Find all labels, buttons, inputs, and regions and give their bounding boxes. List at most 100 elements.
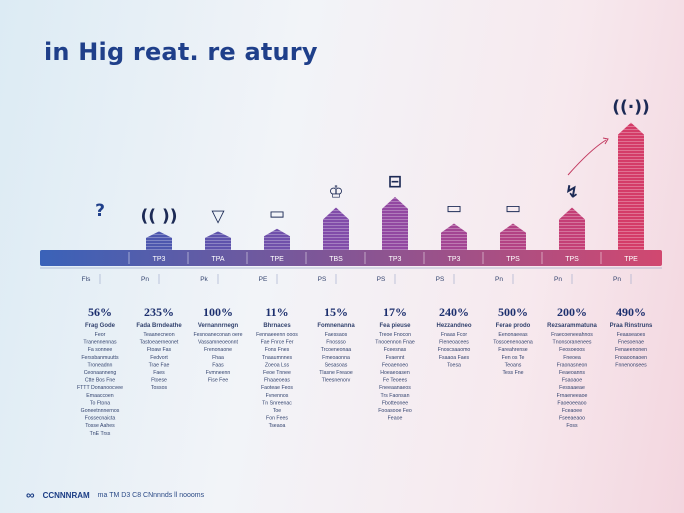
footer: ∞ CCNNNRAM ma TM D3 C8 CNnnnds ll noooms [26, 488, 204, 502]
description-line: Fe Teoees [383, 378, 408, 384]
category-icon: ♔ [328, 183, 343, 203]
description-line: Fnoscsaaomo [438, 347, 471, 353]
description-line: Ctte Bos Fne [85, 378, 115, 384]
description-line: Feaeoanns [559, 370, 585, 376]
description-line: Fraecoeneeahnos [551, 332, 593, 338]
column-heading: Vernannrnegn [198, 323, 239, 329]
description-line: Tranennennas [83, 340, 117, 346]
description-line: TnE Trss [90, 431, 111, 437]
description-line: Fhaaeoeas [264, 378, 290, 384]
tick-label: PE [259, 276, 268, 283]
column-heading: Frag Gode [85, 323, 116, 329]
description-line: Fnnenonsees [615, 362, 647, 368]
bar-stripes [441, 223, 467, 250]
description-line: Fvnennos [266, 393, 289, 399]
description-line: Trae Fae [149, 362, 170, 368]
description-line: Tossos [151, 385, 168, 391]
description-line: Treoe Fnocon [379, 332, 411, 338]
description-line: Ferssbanmuutts [81, 355, 119, 361]
description-line: Fnossso [326, 340, 346, 346]
tick-label: Pn [141, 276, 149, 283]
description-line: Frnaeneeaoe [557, 393, 588, 399]
column-heading: Ferae prodo [496, 323, 531, 329]
category-icon: ↯ [565, 183, 579, 203]
description-line: Fnoaoonaoen [615, 355, 647, 361]
description-line: Tlasne Freaoe [319, 370, 353, 376]
description-line: Goneetnnnernos [81, 408, 120, 414]
description-line: Tnooennon Fnae [375, 340, 415, 346]
category-icon: ▭ [505, 198, 521, 218]
bar-stripes [500, 223, 526, 250]
category-icon: ▭ [269, 204, 285, 224]
value-label: 235% [144, 305, 174, 319]
description-line: Tess Fne [502, 370, 523, 376]
description-line: Fae Fnrce Fer [261, 340, 294, 346]
description-line: Fceaoee [562, 408, 582, 414]
category-icon: ▽ [211, 206, 225, 226]
description-line: Teoans [505, 362, 522, 368]
description-line: Tnonsoranenees [553, 340, 592, 346]
description-line: Tosse Aahes [85, 423, 115, 429]
column-heading: Rezsarammatuna [547, 323, 597, 329]
description-line: Tossoenenoaena [493, 340, 533, 346]
category-icon: ? [95, 201, 105, 221]
description-line: Ftoaw Fas [147, 347, 172, 353]
value-label: 15% [324, 305, 348, 319]
description-line: Fsaoaoe [562, 378, 582, 384]
description-line: Fhaa [212, 355, 224, 361]
description-line: Fossecnaicta [85, 416, 116, 422]
tick-label: Fls [82, 276, 91, 283]
bar-stripes [323, 207, 349, 250]
description-line: Tseaoa [269, 423, 286, 429]
description-line: Fennaeeenn ooos [256, 332, 298, 338]
description-line: Faes [153, 370, 165, 376]
description-line: Sesasoas [325, 362, 348, 368]
description-line: Fneoea [563, 355, 581, 361]
axis-label: TP3 [389, 256, 402, 263]
footer-logo: CCNNNRAM [42, 490, 90, 500]
footer-text: ma TM D3 C8 CNnnnds ll noooms [97, 491, 205, 499]
bar-stripes [146, 231, 172, 250]
axis-label: TPS [565, 256, 579, 263]
description-line: Fceesnas [384, 347, 407, 353]
description-line: Faessaos [325, 332, 348, 338]
column-heading: Fomnenanna [317, 323, 355, 329]
description-line: Fmeoaonna [322, 355, 350, 361]
value-label: 200% [557, 305, 587, 319]
axis-label: TBS [329, 256, 343, 263]
tick-label: Pn [613, 276, 621, 283]
description-line: Toesa [447, 362, 461, 368]
description-line: Fedvort [150, 355, 168, 361]
description-line: Toe [273, 408, 281, 414]
axis-label: TPE [270, 256, 284, 263]
description-line: Troneadnn [88, 362, 113, 368]
description-line: Faoteae Feos [261, 385, 293, 391]
trend-arrow [567, 139, 607, 176]
value-label: 500% [498, 305, 528, 319]
description-line: Frenonaone [204, 347, 232, 353]
description-line: Foss [566, 423, 578, 429]
description-line: Feaaseaoes [617, 332, 646, 338]
tick-label: Pk [200, 276, 208, 283]
description-line: Vassamneoeonnt [198, 340, 239, 346]
value-label: 56% [88, 305, 112, 319]
column-heading: Praa Rinstruns [610, 323, 653, 329]
description-line: Emaaccoen [86, 393, 114, 399]
bar-stripes [264, 228, 290, 250]
category-icon: (( )) [141, 206, 178, 226]
description-line: Trs Faonsan [381, 393, 410, 399]
tick-label: PS [318, 276, 327, 283]
value-label: 490% [616, 305, 646, 319]
description-line: Fise Fee [208, 378, 228, 384]
description-line: Tn Snreenac [262, 400, 292, 406]
bar-stripes [205, 231, 231, 250]
value-label: 11% [265, 305, 288, 319]
description-line: Fessaaeae [559, 385, 585, 391]
description-line: Trcoeneonaa [321, 347, 351, 353]
description-line: Fsaaoa Faes [439, 355, 470, 361]
description-line: FTTT Donanoocvee [77, 385, 123, 391]
description-line: Fvmneenn [206, 370, 231, 376]
bar-stripes [382, 196, 408, 250]
axis-band [40, 250, 662, 266]
